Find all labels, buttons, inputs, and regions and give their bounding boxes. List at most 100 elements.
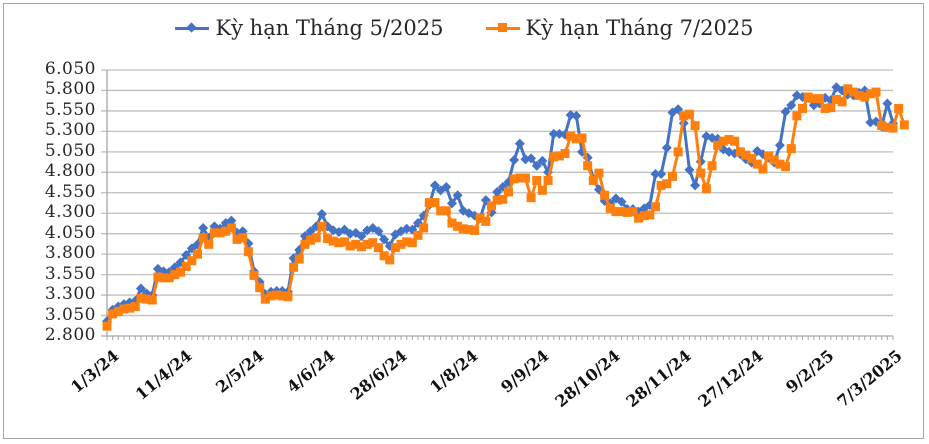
- diamond-marker-icon: [316, 209, 327, 220]
- square-marker-icon: [170, 270, 180, 280]
- square-marker-icon: [283, 292, 293, 302]
- chart-frame: [3, 3, 924, 439]
- square-marker-icon: [181, 261, 191, 271]
- square-marker-icon: [566, 131, 576, 141]
- square-marker-icon: [667, 171, 677, 181]
- chart-legend: Kỳ hạn Tháng 5/2025 Kỳ hạn Tháng 7/2025: [0, 16, 929, 40]
- square-marker-icon: [605, 203, 615, 213]
- square-marker-icon: [854, 90, 864, 100]
- diamond-marker-icon: [571, 110, 582, 121]
- square-marker-icon: [758, 164, 768, 174]
- square-marker-icon: [848, 87, 858, 97]
- square-marker-icon: [317, 221, 327, 231]
- square-marker-icon: [176, 267, 186, 277]
- y-tick-label: 4.550: [44, 181, 96, 202]
- square-marker-icon: [351, 239, 361, 249]
- diamond-marker-icon: [181, 249, 192, 260]
- square-marker-icon: [792, 111, 802, 121]
- square-marker-icon: [226, 223, 236, 233]
- square-marker-icon: [447, 218, 457, 228]
- square-marker-icon: [441, 206, 451, 216]
- square-marker-icon: [159, 273, 169, 283]
- square-marker-icon: [701, 184, 711, 194]
- square-marker-icon: [820, 103, 830, 113]
- square-marker-icon: [769, 155, 779, 165]
- diamond-marker-icon: [780, 106, 791, 117]
- square-marker-icon: [119, 304, 129, 314]
- square-marker-icon: [492, 195, 502, 205]
- square-marker-icon: [470, 225, 480, 235]
- diamond-marker-icon: [373, 226, 384, 237]
- square-marker-icon: [583, 161, 593, 171]
- square-marker-icon: [628, 207, 638, 217]
- diamond-marker-icon: [446, 198, 457, 209]
- square-marker-icon: [430, 198, 440, 208]
- diamond-marker-icon: [198, 222, 209, 233]
- legend-item-jul-2025: Kỳ hạn Tháng 7/2025: [485, 16, 754, 40]
- square-marker-icon: [554, 151, 564, 161]
- square-marker-icon: [571, 134, 581, 144]
- square-marker-icon: [339, 237, 349, 247]
- square-marker-icon: [243, 247, 253, 257]
- square-marker-icon: [407, 238, 417, 248]
- square-marker-icon: [696, 168, 706, 178]
- square-marker-icon: [509, 174, 519, 184]
- y-tick-label: 6.050: [44, 59, 96, 79]
- diamond-marker-icon: [135, 283, 146, 294]
- diamond-marker-icon: [661, 142, 672, 153]
- square-marker-icon: [634, 213, 644, 223]
- square-marker-icon: [368, 238, 378, 248]
- square-marker-icon: [718, 136, 728, 146]
- square-marker-icon: [843, 84, 853, 94]
- square-marker-icon: [249, 270, 259, 280]
- square-marker-icon: [560, 148, 570, 158]
- diamond-marker-icon: [531, 160, 542, 171]
- square-marker-icon: [277, 291, 287, 301]
- square-marker-icon: [713, 140, 723, 150]
- square-marker-icon: [611, 207, 621, 217]
- y-tick-label: 3.300: [44, 284, 96, 305]
- square-marker-icon: [781, 162, 791, 172]
- diamond-marker-icon: [548, 128, 559, 139]
- square-marker-icon: [594, 168, 604, 178]
- square-marker-icon: [673, 147, 683, 157]
- square-marker-icon: [192, 249, 202, 259]
- square-marker-icon: [373, 243, 383, 253]
- square-marker-icon: [221, 226, 231, 236]
- square-marker-icon: [826, 103, 836, 113]
- square-marker-icon: [526, 193, 536, 203]
- square-marker-icon: [136, 293, 146, 303]
- square-marker-icon: [888, 123, 898, 133]
- square-marker-icon: [266, 291, 276, 301]
- diamond-marker-icon: [656, 168, 667, 179]
- square-marker-icon: [198, 233, 208, 243]
- diamond-marker-icon: [537, 155, 548, 166]
- legend-line-square-icon: [485, 21, 520, 35]
- square-marker-icon: [187, 256, 197, 266]
- square-marker-icon: [328, 236, 338, 246]
- legend-item-may-2025: Kỳ hạn Tháng 5/2025: [175, 16, 444, 40]
- square-marker-icon: [142, 294, 152, 304]
- square-marker-icon: [255, 283, 265, 293]
- square-marker-icon: [532, 175, 542, 185]
- diamond-marker-icon: [786, 100, 797, 111]
- legend-label: Kỳ hạn Tháng 7/2025: [525, 16, 754, 40]
- square-marker-icon: [707, 161, 717, 171]
- square-marker-icon: [294, 254, 304, 264]
- square-marker-icon: [498, 194, 508, 204]
- square-marker-icon: [588, 175, 598, 185]
- square-marker-icon: [436, 206, 446, 216]
- square-marker-icon: [645, 210, 655, 220]
- square-marker-icon: [475, 213, 485, 223]
- square-marker-icon: [238, 233, 248, 243]
- square-marker-icon: [356, 242, 366, 252]
- square-marker-icon: [735, 147, 745, 157]
- diamond-marker-icon: [774, 140, 785, 151]
- square-marker-icon: [487, 201, 497, 211]
- square-marker-icon: [515, 173, 525, 183]
- square-marker-icon: [390, 243, 400, 253]
- square-marker-icon: [272, 290, 282, 300]
- square-marker-icon: [147, 295, 157, 305]
- square-marker-icon: [894, 103, 904, 113]
